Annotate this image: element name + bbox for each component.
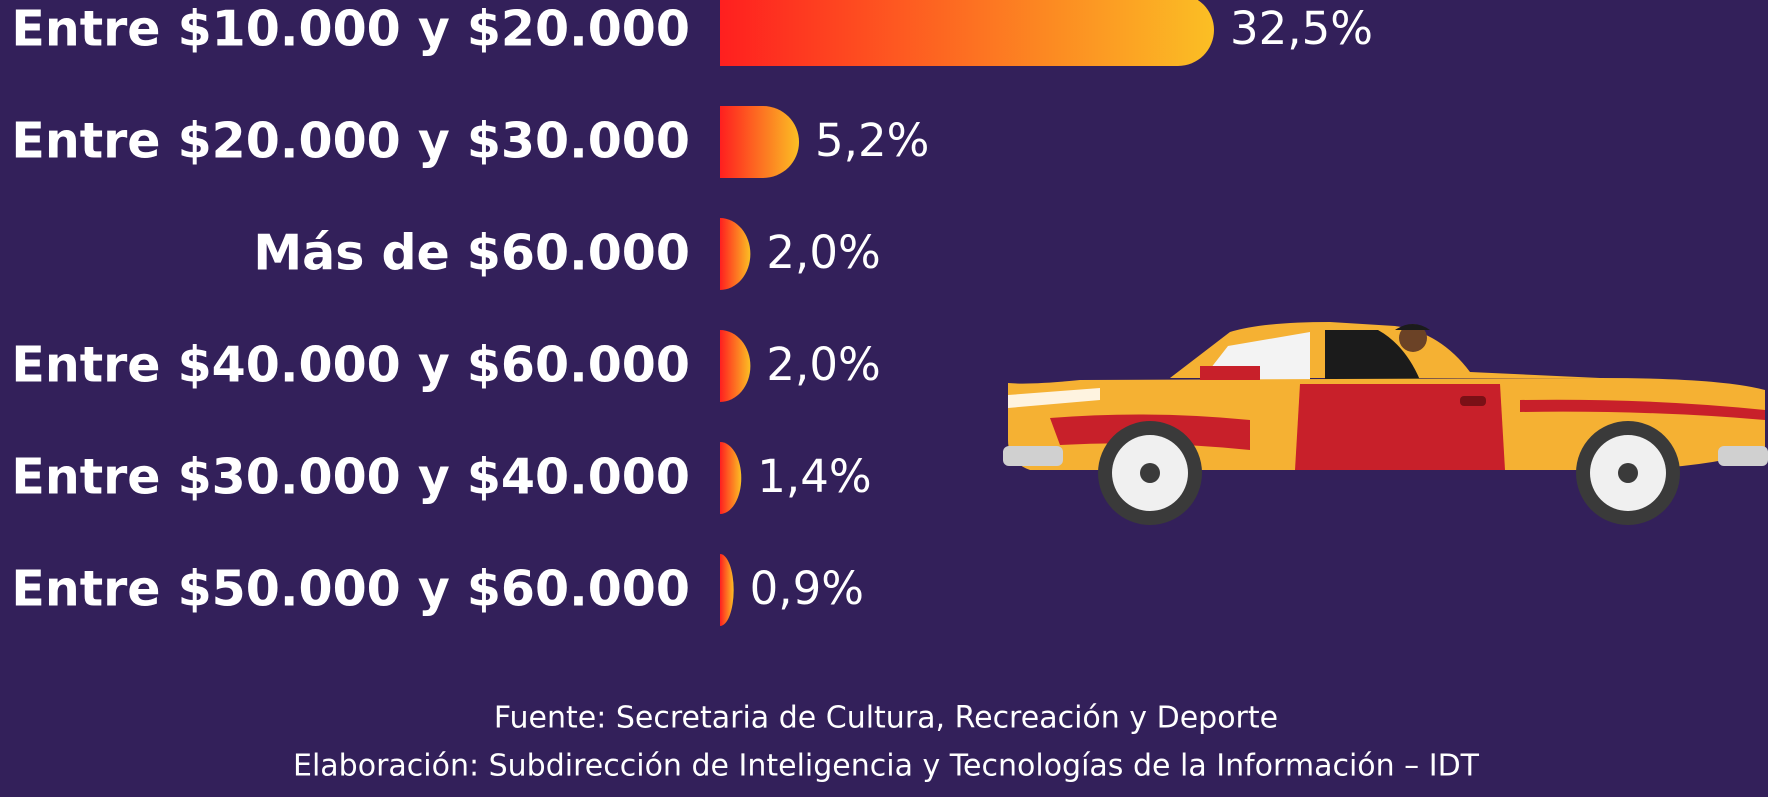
source: Fuente: Secretaria de Cultura, Recreació…: [494, 701, 1278, 736]
value-label: 0,9%: [750, 562, 864, 615]
credit: Elaboración: Subdirección de Inteligenci…: [293, 749, 1480, 784]
value-label: 5,2%: [815, 114, 929, 167]
value-label: 1,4%: [757, 450, 871, 503]
bar: [720, 218, 751, 290]
bar: [720, 106, 800, 178]
category-label: Entre $50.000 y $60.000: [11, 561, 690, 618]
bar: [720, 330, 751, 402]
bar: [720, 554, 734, 626]
category-label: Más de $60.000: [253, 225, 690, 282]
category-label: Entre $20.000 y $30.000: [11, 113, 690, 170]
value-label: 2,0%: [766, 226, 880, 279]
value-label: 32,5%: [1230, 2, 1373, 55]
category-label: Entre $30.000 y $40.000: [11, 449, 690, 506]
bar: [720, 442, 742, 514]
category-label: Entre $10.000 y $20.000: [11, 1, 690, 58]
bar: [720, 0, 1214, 66]
category-label: Entre $40.000 y $60.000: [11, 337, 690, 394]
value-label: 2,0%: [766, 338, 880, 391]
car-illustration: [1003, 322, 1768, 525]
